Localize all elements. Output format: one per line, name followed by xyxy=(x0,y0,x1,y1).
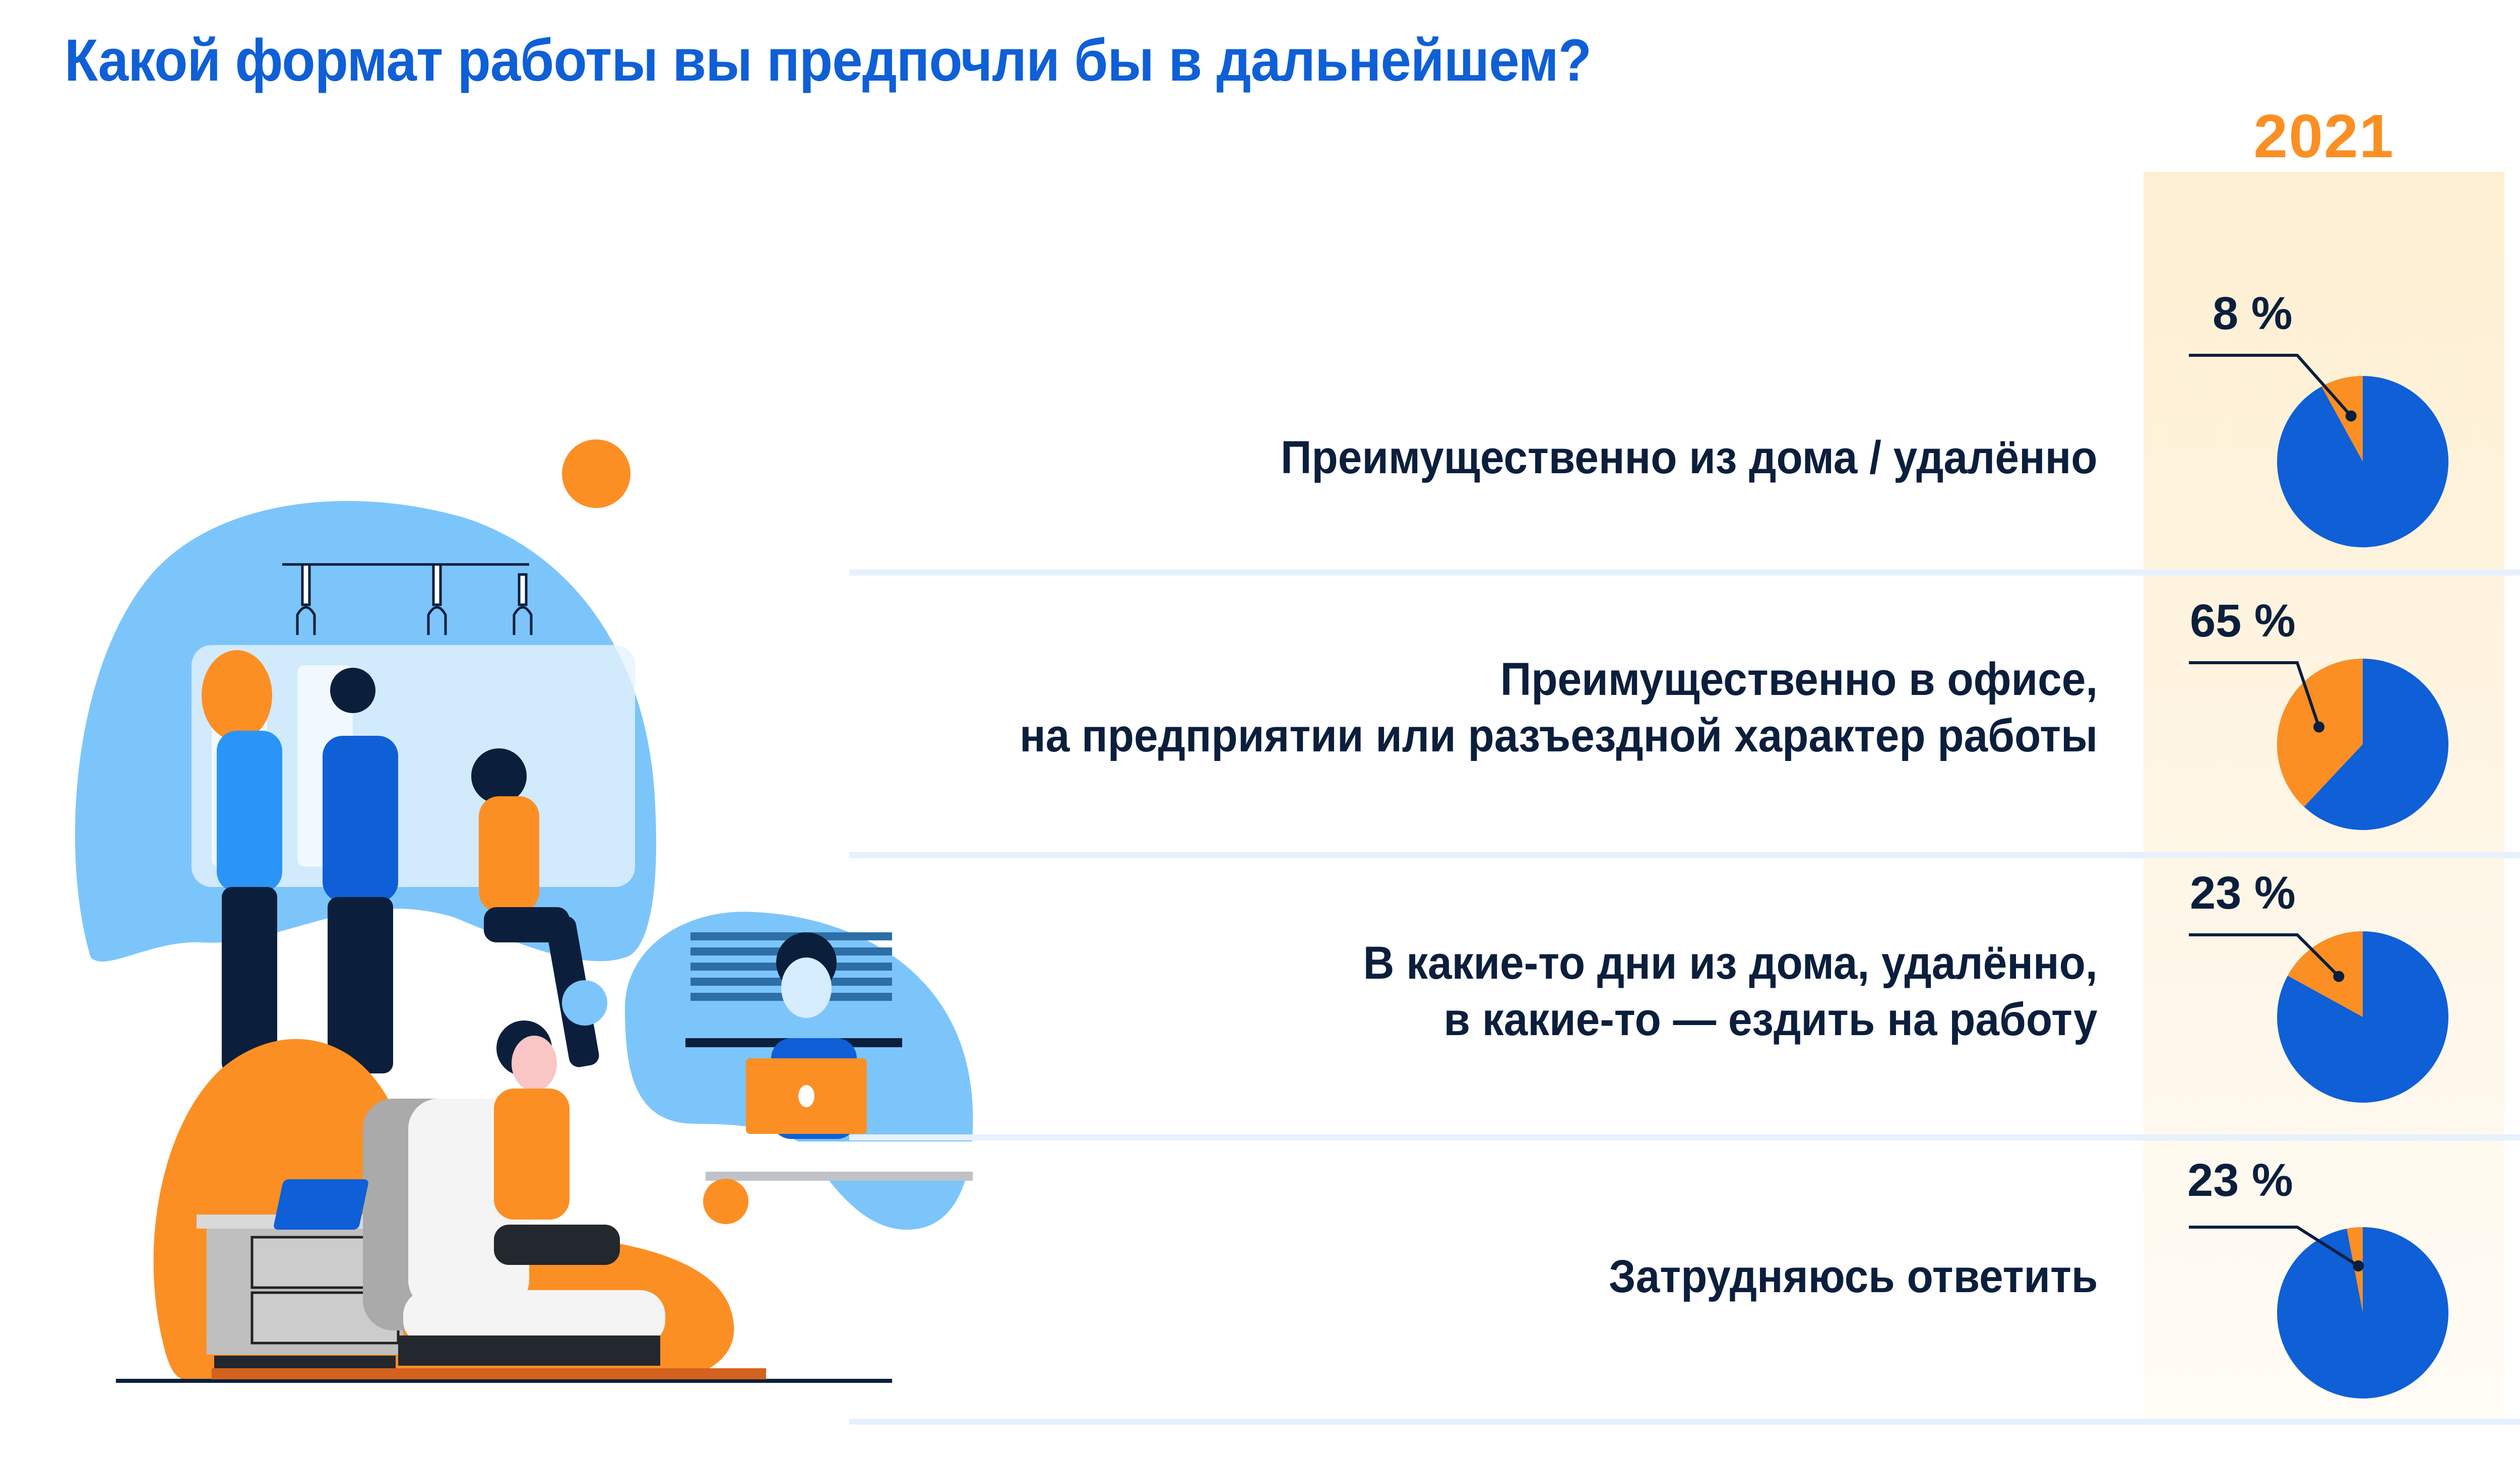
row-separator xyxy=(849,1134,2520,1140)
row-label-line: Преимущественно из дома / удалённо xyxy=(1281,432,2098,483)
row-label-line: Преимущественно в офисе, xyxy=(1500,654,2098,705)
column-2021 xyxy=(2144,172,2504,1422)
row-label-line: В какие-то дни из дома, удалённо, xyxy=(1363,937,2098,989)
pct-label-r3-2021: 23 % xyxy=(2190,867,2296,919)
decor-dot-icon xyxy=(562,439,631,508)
illustration xyxy=(75,439,973,1383)
row-label-hybrid: В какие-то дни из дома, удалённо, в каки… xyxy=(1363,935,2098,1048)
decor-dot2-icon xyxy=(703,1179,748,1224)
row-label-line: Затрудняюсь ответить xyxy=(1608,1251,2098,1302)
pct-label-r4-2021: 23 % xyxy=(2187,1155,2293,1206)
row-separator xyxy=(849,569,2520,576)
page-title: Какой формат работы вы предпочли бы в да… xyxy=(65,27,1592,94)
row-label-remote: Преимущественно из дома / удалённо xyxy=(1281,429,2098,486)
row-label-line: на предприятии или разъездной характер р… xyxy=(1019,710,2098,761)
row-label-line: в какие-то — ездить на работу xyxy=(1443,994,2098,1045)
row-separator xyxy=(849,852,2520,858)
row-separator xyxy=(849,1419,2520,1425)
year-header-2021: 2021 xyxy=(2253,102,2395,170)
pct-label-r1-2021: 8 % xyxy=(2213,288,2293,339)
row-label-undecided: Затрудняюсь ответить xyxy=(1609,1248,2098,1305)
pct-label-r2-2021: 65 % xyxy=(2190,595,2296,647)
people-icon xyxy=(202,650,599,1073)
bubble-icon xyxy=(562,980,607,1026)
row-label-office: Преимущественно в офисе, на предприятии … xyxy=(1020,651,2098,764)
